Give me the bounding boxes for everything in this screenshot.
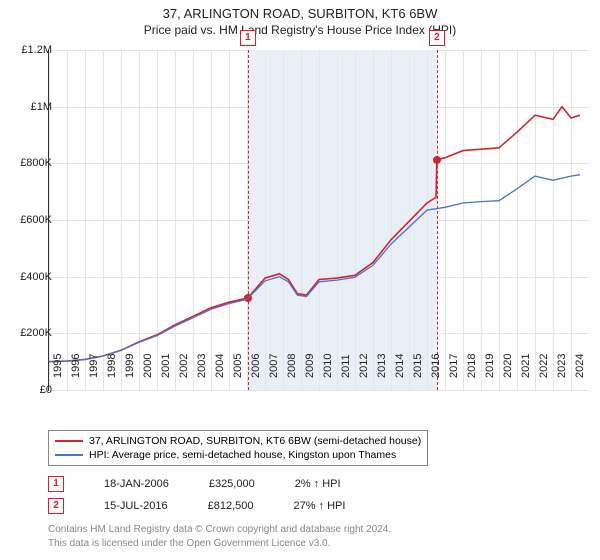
xtick-label: 2022 [538,354,550,378]
ytick-label: £800K [8,157,52,169]
series-line-price_paid [49,107,580,362]
xtick-label: 2009 [304,354,316,378]
xtick-label: 2020 [502,354,514,378]
marker-2-date: 15-JUL-2016 [104,500,168,512]
xtick-label: 2007 [268,354,280,378]
xtick-label: 1996 [70,354,82,378]
xtick-label: 2000 [142,354,154,378]
xtick-label: 2012 [358,354,370,378]
xtick-label: 2011 [340,354,352,378]
marker-badge-2: 2 [48,498,64,514]
marker-2-delta: 27% ↑ HPI [293,500,345,512]
chart-subtitle: Price paid vs. HM Land Registry's House … [0,21,600,43]
legend-swatch-2 [55,454,83,456]
marker-1-date: 18-JAN-2006 [104,478,169,490]
xtick-label: 2010 [322,354,334,378]
xtick-label: 2006 [250,354,262,378]
ytick-label: £200K [8,327,52,339]
chart-container: 37, ARLINGTON ROAD, SURBITON, KT6 6BW Pr… [0,0,600,560]
xtick-label: 2002 [178,354,190,378]
marker-row-2: 2 15-JUL-2016 £812,500 27% ↑ HPI [48,498,345,514]
plot-region: 12 [48,50,589,391]
marker-1-delta: 2% ↑ HPI [295,478,341,490]
marker-2-price: £812,500 [208,500,254,512]
ytick-label: £400K [8,271,52,283]
xtick-label: 2001 [160,354,172,378]
chart-title: 37, ARLINGTON ROAD, SURBITON, KT6 6BW [0,0,600,21]
xtick-label: 2019 [484,354,496,378]
xtick-label: 2023 [556,354,568,378]
ytick-label: £1M [8,101,52,113]
legend-label-2: HPI: Average price, semi-detached house,… [89,449,396,461]
xtick-label: 2018 [466,354,478,378]
xtick-label: 2016 [430,354,442,378]
series-svg [49,50,589,390]
ytick-label: £1.2M [8,44,52,56]
series-line-hpi [49,175,580,362]
xtick-label: 2004 [214,354,226,378]
legend-label-1: 37, ARLINGTON ROAD, SURBITON, KT6 6BW (s… [89,435,421,447]
legend: 37, ARLINGTON ROAD, SURBITON, KT6 6BW (s… [48,430,428,466]
marker-badge-1: 1 [48,476,64,492]
xtick-label: 2005 [232,354,244,378]
grid-hline [49,390,589,391]
legend-row-1: 37, ARLINGTON ROAD, SURBITON, KT6 6BW (s… [55,434,421,448]
xtick-label: 1997 [88,354,100,378]
marker-row-1: 1 18-JAN-2006 £325,000 2% ↑ HPI [48,476,341,492]
marker-1-price: £325,000 [209,478,255,490]
footer-line-2: This data is licensed under the Open Gov… [48,538,330,549]
footer-line-1: Contains HM Land Registry data © Crown c… [48,524,391,535]
chart-marker-badge: 1 [240,30,256,46]
xtick-label: 2017 [448,354,460,378]
xtick-label: 1999 [124,354,136,378]
xtick-label: 1998 [106,354,118,378]
ytick-label: £600K [8,214,52,226]
legend-row-2: HPI: Average price, semi-detached house,… [55,448,421,462]
legend-swatch-1 [55,440,83,442]
xtick-label: 2003 [196,354,208,378]
xtick-label: 2014 [394,354,406,378]
ytick-label: £0 [8,384,52,396]
chart-area: 12 [48,50,588,390]
chart-marker-badge: 2 [429,30,445,46]
xtick-label: 2015 [412,354,424,378]
xtick-label: 2021 [520,354,532,378]
xtick-label: 1995 [52,354,64,378]
xtick-label: 2008 [286,354,298,378]
xtick-label: 2024 [574,354,586,378]
xtick-label: 2013 [376,354,388,378]
